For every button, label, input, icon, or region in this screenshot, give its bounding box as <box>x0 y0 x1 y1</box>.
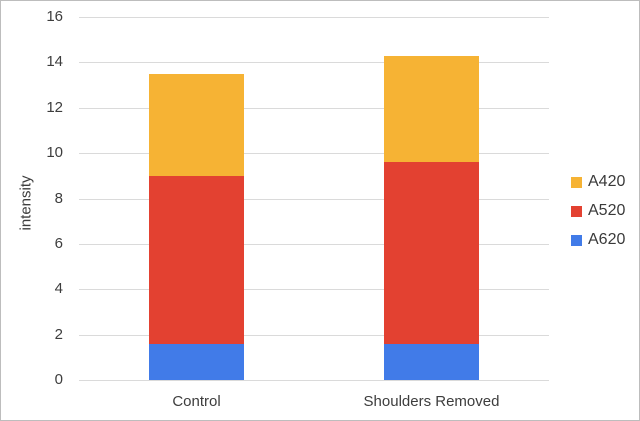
legend-item-a420: A420 <box>571 174 625 190</box>
legend-label: A620 <box>588 231 626 248</box>
y-tick-label: 2 <box>54 326 63 343</box>
gridline <box>79 62 549 63</box>
bar-segment-a520-control <box>149 176 244 344</box>
gridline <box>79 244 549 245</box>
y-tick-label: 6 <box>54 235 63 252</box>
y-tick-label: 10 <box>46 144 63 161</box>
bar-segment-a520-shoulders-removed <box>384 162 479 344</box>
gridline <box>79 380 549 381</box>
gridline <box>79 289 549 290</box>
legend-swatch-icon <box>571 205 582 217</box>
legend-swatch-icon <box>571 176 582 188</box>
bar-segment-a620-control <box>149 344 244 380</box>
bar-segment-a620-shoulders-removed <box>384 344 479 380</box>
y-tick-label: 8 <box>54 190 63 207</box>
legend-label: A520 <box>588 202 626 219</box>
legend-item-a520: A520 <box>571 203 625 219</box>
bar-segment-a420-shoulders-removed <box>384 56 479 162</box>
x-category-label: Control <box>172 393 221 410</box>
y-tick-label: 14 <box>46 53 63 70</box>
y-tick-label: 0 <box>54 371 63 388</box>
legend: A420 A520 A620 <box>571 174 625 261</box>
bar-segment-a420-control <box>149 74 244 176</box>
gridline <box>79 335 549 336</box>
y-axis-title: intensity <box>17 175 35 231</box>
y-tick-label: 12 <box>46 99 63 116</box>
gridline <box>79 17 549 18</box>
y-tick-label: 16 <box>46 8 63 25</box>
y-tick-label: 4 <box>54 280 63 297</box>
x-category-label: Shoulders Removed <box>363 393 500 410</box>
legend-label: A420 <box>588 173 626 190</box>
legend-item-a620: A620 <box>571 232 625 248</box>
gridline <box>79 199 549 200</box>
gridline <box>79 108 549 109</box>
legend-swatch-icon <box>571 234 582 246</box>
gridline <box>79 153 549 154</box>
